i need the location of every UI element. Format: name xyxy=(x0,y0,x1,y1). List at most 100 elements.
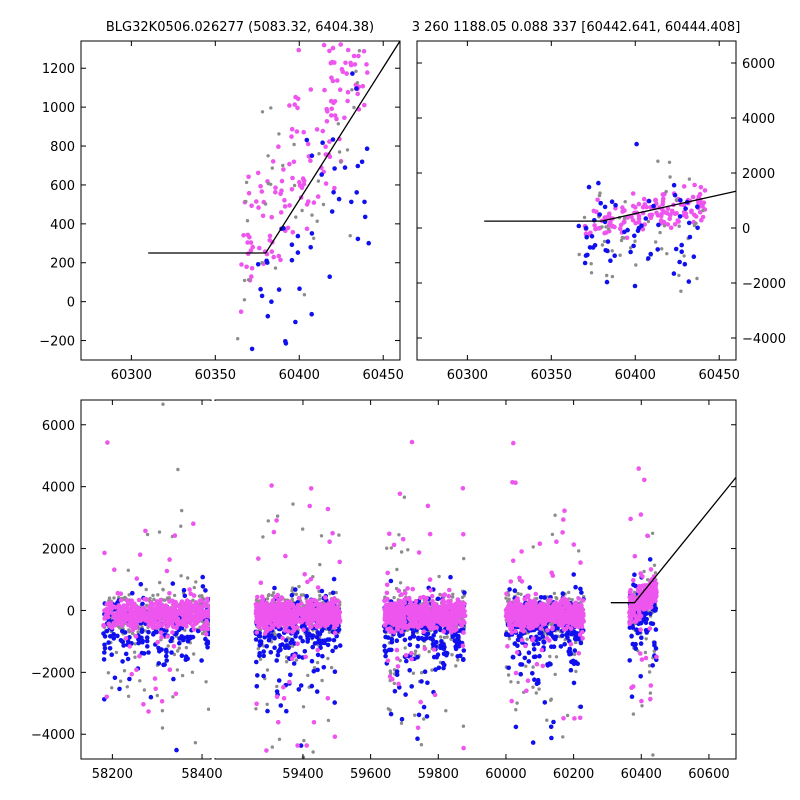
data-point-blue xyxy=(392,688,398,694)
data-point-blue xyxy=(604,279,610,285)
data-point-magenta xyxy=(345,47,351,53)
data-point-blue xyxy=(102,646,108,651)
data-point-magenta xyxy=(287,103,292,108)
data-point-gray xyxy=(106,671,111,675)
data-point-blue xyxy=(138,582,144,587)
data-point-magenta xyxy=(129,598,135,603)
data-point-magenta xyxy=(325,506,331,512)
data-point-gray xyxy=(402,495,407,499)
data-point-magenta xyxy=(562,508,567,513)
data-point-magenta xyxy=(450,604,456,610)
data-point-blue xyxy=(440,660,446,666)
data-point-magenta xyxy=(702,188,708,193)
y-tick-label: −2000 xyxy=(742,277,786,292)
data-point-gray xyxy=(158,580,162,585)
data-point-magenta xyxy=(257,610,263,616)
data-point-blue xyxy=(139,650,145,656)
data-point-blue xyxy=(677,214,683,219)
data-point-blue xyxy=(598,200,603,206)
x-tick-label: 60300 xyxy=(111,368,152,383)
data-point-magenta xyxy=(329,113,334,118)
data-point-gray xyxy=(337,150,342,154)
data-point-blue xyxy=(443,651,448,656)
data-point-gray xyxy=(461,724,466,728)
data-point-magenta xyxy=(269,483,274,488)
data-point-gray xyxy=(185,782,188,785)
data-point-magenta xyxy=(306,613,311,618)
data-point-magenta xyxy=(306,199,311,204)
data-point-magenta xyxy=(203,631,209,637)
data-point-blue xyxy=(200,584,206,589)
data-point-magenta xyxy=(332,630,338,636)
data-point-magenta xyxy=(423,617,428,623)
data-point-blue xyxy=(268,650,274,655)
data-point-magenta xyxy=(395,601,401,606)
data-point-magenta xyxy=(259,594,265,599)
data-point-blue xyxy=(109,652,114,657)
data-point-magenta xyxy=(336,608,342,614)
data-point-gray xyxy=(183,628,187,632)
data-point-magenta xyxy=(365,70,370,75)
data-point-magenta xyxy=(409,650,414,656)
data-point-magenta xyxy=(175,603,180,608)
data-point-blue xyxy=(104,628,110,634)
data-point-blue xyxy=(295,250,301,255)
data-point-magenta xyxy=(335,78,340,83)
data-point-magenta xyxy=(351,53,357,59)
data-point-magenta xyxy=(303,654,309,660)
data-point-gray xyxy=(336,122,340,126)
data-point-blue xyxy=(415,643,421,649)
data-point-magenta xyxy=(201,626,207,632)
data-point-magenta xyxy=(297,180,302,185)
data-point-blue xyxy=(686,279,692,284)
data-point-magenta xyxy=(261,625,267,631)
data-point-gray xyxy=(337,533,341,537)
data-point-gray xyxy=(450,760,453,763)
data-point-blue xyxy=(325,642,331,648)
data-point-magenta xyxy=(428,614,434,619)
data-point-magenta xyxy=(452,622,458,627)
data-point-magenta xyxy=(255,170,261,176)
data-point-gray xyxy=(548,654,552,659)
data-point-blue xyxy=(261,653,267,659)
data-point-blue xyxy=(284,643,290,648)
data-point-gray xyxy=(524,664,528,668)
data-point-magenta xyxy=(413,598,419,604)
data-point-blue xyxy=(259,293,265,299)
data-point-magenta xyxy=(274,694,280,700)
data-point-magenta xyxy=(519,637,525,643)
data-point-gray xyxy=(399,721,404,725)
data-point-magenta xyxy=(167,591,172,596)
data-point-magenta xyxy=(332,622,337,627)
data-point-gray xyxy=(399,550,404,554)
data-point-magenta xyxy=(142,596,147,602)
plot-area-bottom xyxy=(101,402,736,785)
data-point-magenta xyxy=(355,91,361,97)
data-point-magenta xyxy=(238,309,244,315)
data-point-magenta xyxy=(364,62,369,67)
data-point-blue xyxy=(560,633,565,638)
data-point-magenta xyxy=(668,212,673,218)
data-point-magenta xyxy=(384,582,390,588)
data-point-magenta xyxy=(396,588,402,593)
data-point-gray xyxy=(266,181,271,186)
data-point-gray xyxy=(292,183,297,188)
data-point-magenta xyxy=(594,209,599,215)
data-point-blue xyxy=(115,633,120,639)
data-point-gray xyxy=(125,685,129,689)
data-point-blue xyxy=(572,636,578,642)
data-point-gray xyxy=(567,590,571,595)
data-point-blue xyxy=(350,71,355,76)
data-point-magenta xyxy=(344,71,350,76)
data-point-blue xyxy=(349,199,354,205)
data-point-magenta xyxy=(245,240,250,245)
data-point-magenta xyxy=(264,600,269,606)
data-point-blue xyxy=(691,254,697,259)
data-point-blue xyxy=(144,635,150,640)
data-point-magenta xyxy=(459,622,465,628)
data-point-magenta xyxy=(318,623,324,628)
data-point-blue xyxy=(695,204,700,209)
data-point-magenta xyxy=(188,591,193,597)
data-point-gray xyxy=(606,227,611,231)
data-point-magenta xyxy=(190,603,195,608)
